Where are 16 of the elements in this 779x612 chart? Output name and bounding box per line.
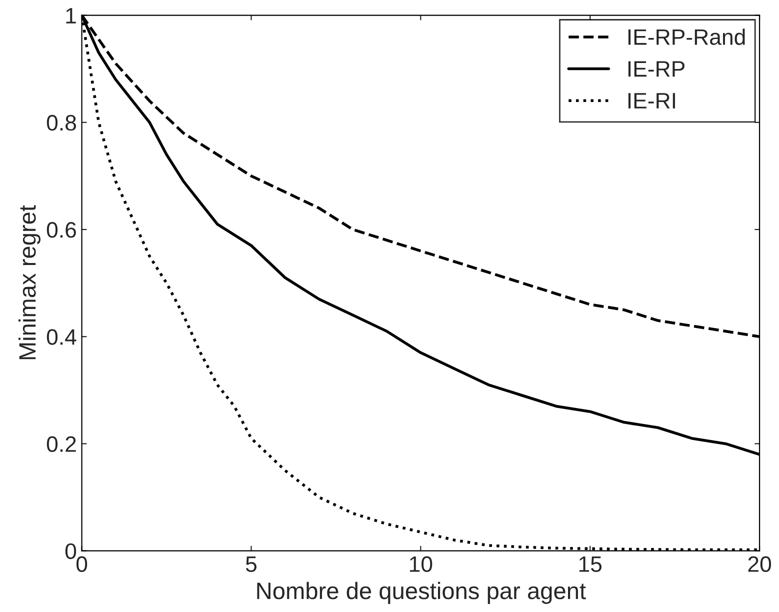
legend-label: IE-RP [628, 61, 684, 77]
x-tick-label: 5 [246, 556, 256, 572]
x-axis-title: Nombre de questions par agent [257, 582, 586, 604]
y-tick-label: 0.6 [46, 222, 76, 238]
x-tick-label: 0 [76, 556, 88, 572]
x-tick-label: 15 [579, 556, 602, 572]
x-tick-label: 20 [748, 556, 772, 572]
y-tick-label: 1 [66, 8, 76, 24]
x-tick-label: 10 [410, 556, 432, 572]
y-tick-label: 0 [65, 543, 76, 560]
y-tick-label: 0.2 [46, 436, 76, 452]
y-axis-title: Minimax regret [18, 205, 40, 360]
y-tick-label: 0.8 [46, 114, 76, 131]
legend-label: IE-RP-Rand [628, 28, 745, 45]
legend-label: IE-RI [628, 93, 675, 108]
y-tick-label: 0.4 [46, 329, 76, 345]
